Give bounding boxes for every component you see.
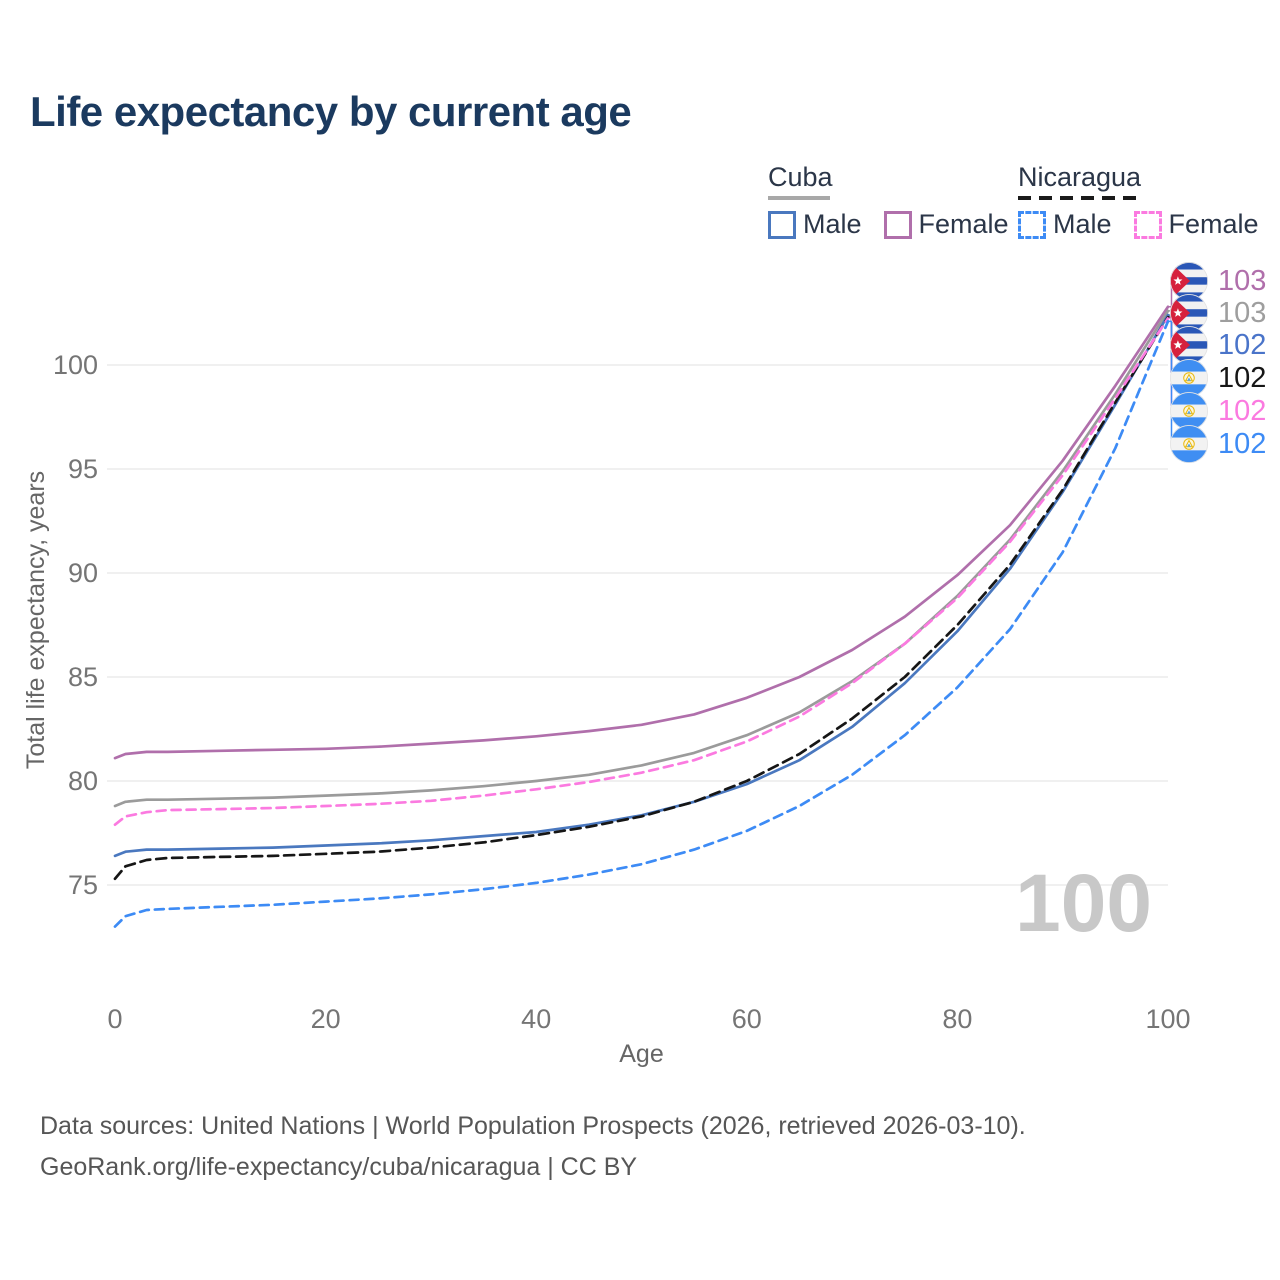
nicaragua-female-swatch-icon <box>1133 210 1162 239</box>
x-tick-label: 80 <box>942 1004 972 1034</box>
nicaragua-flag-icon <box>1170 425 1208 463</box>
legend-item-cuba-female: Female <box>883 209 1009 240</box>
series-line-nicaragua_female <box>113 316 1170 827</box>
footer-attribution: GeoRank.org/life-expectancy/cuba/nicarag… <box>40 1152 638 1181</box>
legend-underline-cuba-solid <box>768 196 830 200</box>
legend-label-cuba-male: Male <box>803 209 862 239</box>
legend-item-cuba-male: Male <box>768 209 862 240</box>
legend-row-cuba: Male Female <box>768 209 1009 240</box>
y-tick-label: 80 <box>68 766 98 796</box>
end-value-cuba_male: 102 <box>1218 328 1267 361</box>
x-tick-label: 0 <box>107 1004 122 1034</box>
series-line-nicaragua_total <box>113 315 1170 881</box>
nicaragua-flag-icon <box>1170 359 1208 397</box>
footer-sources: Data sources: United Nations | World Pop… <box>40 1112 1026 1140</box>
end-label-nicaragua_female: 102 <box>1170 392 1266 430</box>
y-tick-label: 90 <box>68 558 98 588</box>
end-value-cuba_female: 103 <box>1218 264 1267 297</box>
end-value-nicaragua_total: 102 <box>1218 361 1267 394</box>
legend-country-nicaragua: Nicaragua <box>1018 162 1142 192</box>
x-tick-label: 20 <box>311 1004 341 1034</box>
y-tick-label: 75 <box>68 870 98 900</box>
legend-country-cuba: Cuba <box>768 162 833 192</box>
cuba-male-swatch-icon <box>768 210 796 239</box>
y-tick-label: 95 <box>68 454 98 484</box>
legend-label-nicaragua-male: Male <box>1053 209 1112 239</box>
y-tick-label: 100 <box>53 350 98 380</box>
x-tick-label: 40 <box>521 1004 551 1034</box>
legend-group-nicaragua: Nicaragua Male Female <box>1018 162 1259 240</box>
line-chart: 75 80 85 90 95 100 0 20 40 60 80 100 Age Total life e… <box>22 280 1191 1068</box>
legend-label-nicaragua-female: Female <box>1168 209 1259 239</box>
page-title: Life expectancy by current age <box>30 88 632 135</box>
legend-item-nicaragua-female: Female <box>1133 209 1259 240</box>
series-line-cuba_total <box>113 309 1170 808</box>
legend-row-nicaragua: Male Female <box>1018 209 1259 240</box>
series-line-cuba_male <box>113 313 1170 858</box>
nicaragua-male-swatch-icon <box>1018 210 1046 239</box>
end-label-nicaragua_total: 102 <box>1170 359 1266 397</box>
x-tick-label: 100 <box>1145 1004 1190 1034</box>
y-tick-label: 85 <box>68 662 98 692</box>
x-tick-label: 60 <box>732 1004 762 1034</box>
end-value-nicaragua_female: 102 <box>1218 394 1267 427</box>
legend-label-cuba-female: Female <box>918 209 1009 239</box>
nicaragua-flag-icon <box>1170 392 1208 430</box>
series-line-nicaragua_male <box>113 319 1170 928</box>
end-label-nicaragua_male: 102 <box>1170 425 1266 463</box>
legend-underline-nicaragua-dashed <box>1018 196 1138 200</box>
legend-group-cuba: Cuba Male Female <box>768 162 1009 240</box>
legend-item-nicaragua-male: Male <box>1018 209 1112 240</box>
cuba-female-swatch-icon <box>883 210 912 239</box>
end-value-nicaragua_male: 102 <box>1218 427 1267 460</box>
footer: Data sources: United Nations | World Pop… <box>40 1106 1026 1187</box>
y-axis-title: Total life expectancy, years <box>22 471 50 769</box>
series-line-cuba_female <box>113 305 1170 760</box>
watermark-age-100: 100 <box>1015 858 1152 949</box>
end-value-cuba_total: 103 <box>1218 296 1267 329</box>
x-axis-title: Age <box>619 1040 663 1068</box>
